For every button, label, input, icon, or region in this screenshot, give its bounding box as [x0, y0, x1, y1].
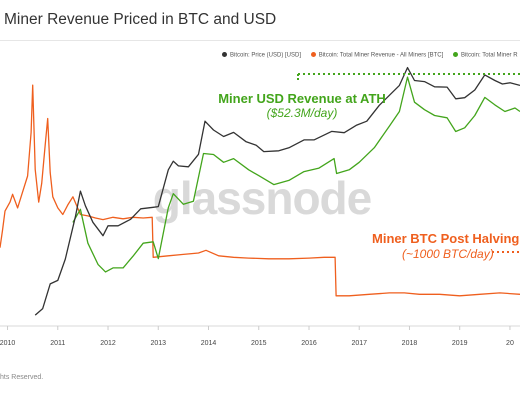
x-axis: 2010 2011 2012 2013 2014 2015 2016 2017 2018 2019… [0, 325, 520, 347]
annotation-usd-ath-value: ($52.3M/day) [267, 106, 338, 120]
legend-item-usd-revenue[interactable]: Bitcoin: Total Miner R [452, 52, 518, 59]
legend-label-price: Bitcoin: Price (USD) [USD] [230, 52, 302, 59]
annotation-btc-halving: Miner BTC Post Halving 3 [372, 231, 520, 246]
legend-item-btc-revenue[interactable]: Bitcoin: Total Miner Revenue - All Miner… [310, 52, 444, 59]
x-tick-label: 2019 [452, 340, 468, 347]
x-tick-label: 2018 [402, 340, 418, 347]
watermark-text: glassnode [153, 172, 372, 224]
legend-dot-price [222, 52, 227, 57]
chart-title: Miner Revenue Priced in BTC and USD [4, 11, 277, 28]
x-tick-label: 2014 [201, 340, 217, 347]
title-divider [0, 40, 520, 41]
chart-legend: Bitcoin: Price (USD) [USD] Bitcoin: Tota… [222, 52, 520, 59]
x-tick-label: 2011 [50, 340, 65, 347]
x-tick-label: 2017 [351, 340, 367, 347]
annotation-usd-ath: Miner USD Revenue at ATH [218, 91, 386, 106]
legend-label-btc-revenue: Bitcoin: Total Miner Revenue - All Miner… [318, 52, 444, 59]
annotation-btc-halving-value: (~1000 BTC/day) [402, 247, 494, 261]
x-tick-label: 2016 [301, 340, 317, 347]
x-tick-label: 2015 [251, 340, 267, 347]
x-tick-label: 20 [506, 340, 514, 347]
legend-dot-usd-revenue [452, 52, 458, 57]
x-tick-label: 2010 [0, 340, 15, 347]
x-tick-label: 2013 [150, 340, 166, 347]
legend-dot-btc-revenue [310, 52, 316, 57]
series-line-btc-revenue[interactable] [0, 84, 520, 297]
series-line-price[interactable] [34, 66, 520, 316]
legend-item-price[interactable]: Bitcoin: Price (USD) [USD] [222, 52, 301, 59]
series-line-usd-revenue[interactable] [72, 76, 520, 273]
legend-label-usd-revenue: Bitcoin: Total Miner R [460, 52, 518, 59]
x-tick-label: 2012 [100, 340, 116, 347]
series-layer [0, 66, 520, 316]
copyright-footer: hts Reserved. [0, 374, 44, 381]
